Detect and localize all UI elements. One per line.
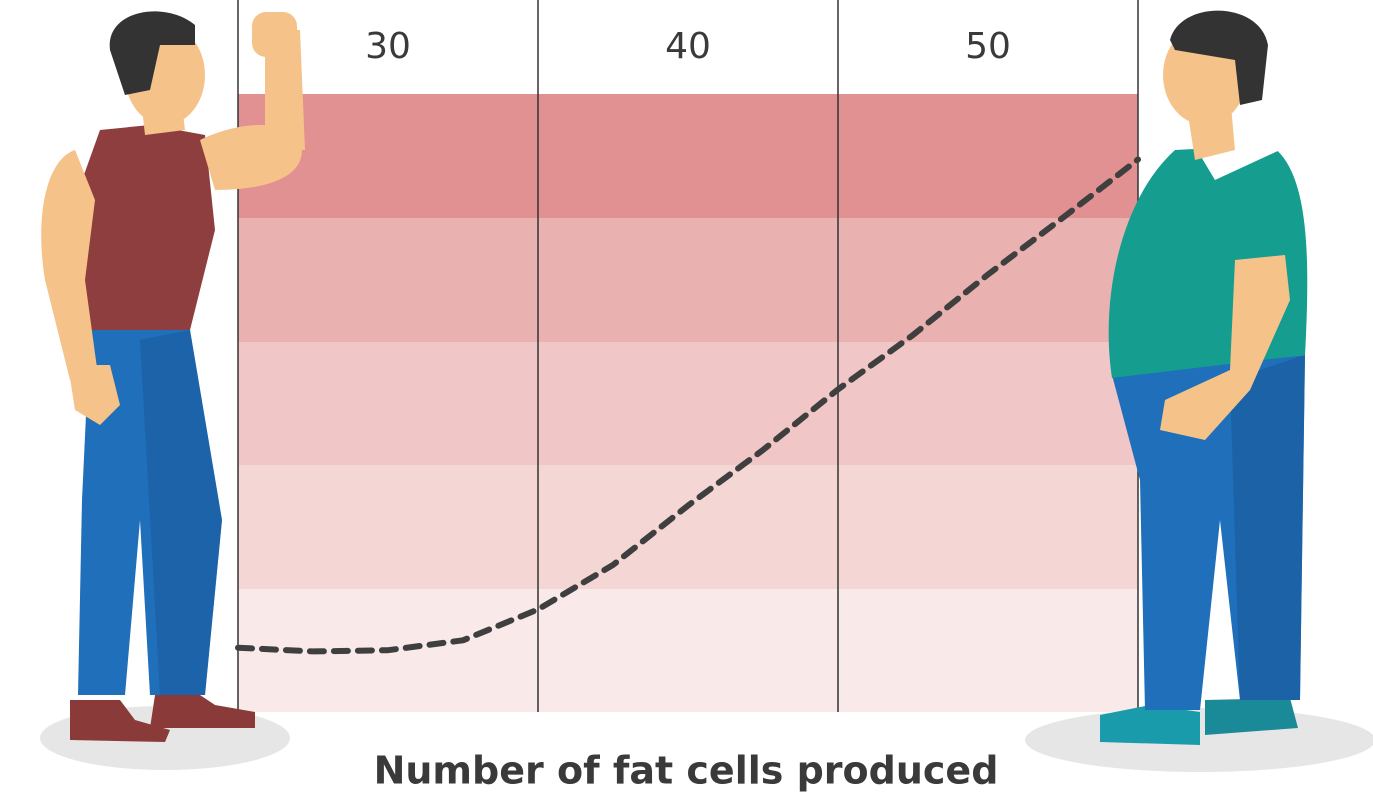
x-tick-label: 50: [965, 26, 1011, 67]
overweight-man: [1025, 10, 1373, 772]
x-tick-label: 30: [365, 26, 411, 67]
dashed-line: [235, 156, 1141, 655]
band: [238, 94, 1138, 218]
bands: [238, 94, 1138, 712]
band: [238, 342, 1138, 465]
x-tick-label: 40: [665, 26, 711, 67]
fit-man: [40, 11, 305, 770]
band: [238, 218, 1138, 342]
x-axis-label: Number of fat cells produced: [374, 749, 999, 793]
band: [238, 465, 1138, 589]
